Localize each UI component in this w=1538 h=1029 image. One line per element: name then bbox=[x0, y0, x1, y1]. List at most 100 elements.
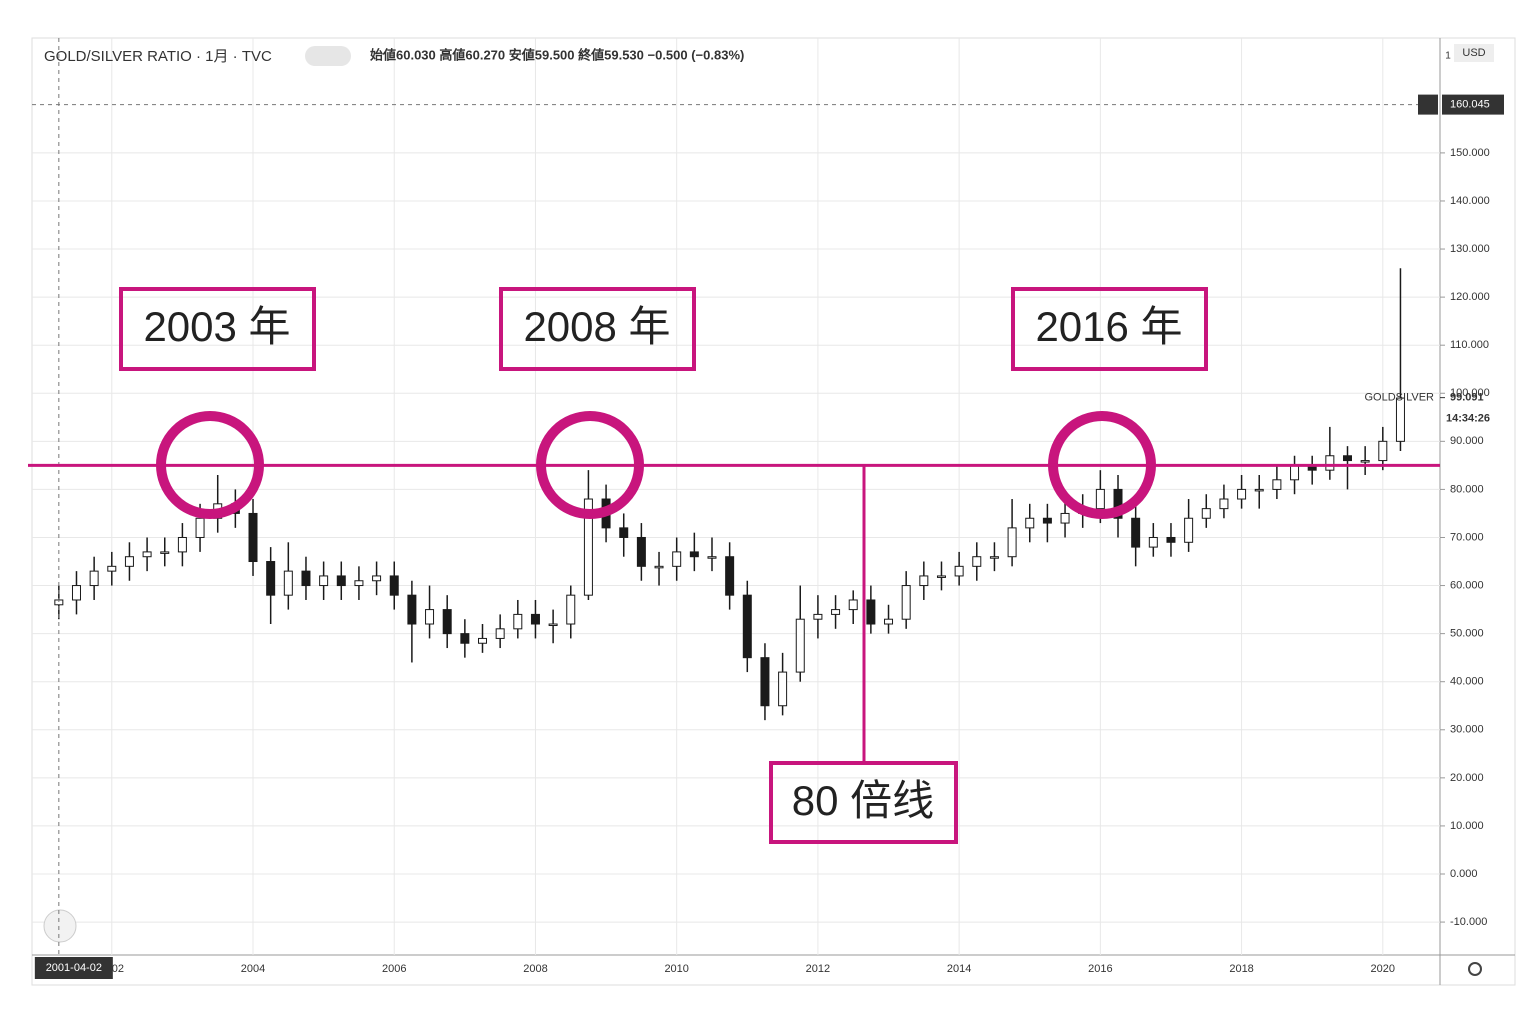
candle-body bbox=[689, 551, 699, 558]
candle-body bbox=[901, 585, 911, 620]
annotation-box bbox=[1011, 287, 1208, 371]
candle-body bbox=[354, 580, 364, 587]
annotation-box bbox=[499, 287, 696, 371]
candle-body bbox=[71, 585, 81, 601]
crosshair-y-label: 160.045 bbox=[1450, 99, 1490, 111]
y-tick-label: 0.000 bbox=[1450, 868, 1478, 880]
candle-body bbox=[195, 517, 205, 538]
y-tick-label: 10.000 bbox=[1450, 820, 1484, 832]
y-tick-label: 110.000 bbox=[1450, 339, 1489, 351]
countdown: 14:34:26 bbox=[1446, 413, 1490, 425]
candle-body bbox=[795, 618, 805, 673]
y-tick-label: 90.000 bbox=[1450, 435, 1484, 447]
x-tick-label: 2014 bbox=[947, 963, 971, 975]
candle-body bbox=[1201, 508, 1211, 519]
candle-body bbox=[1272, 479, 1282, 490]
candle-body bbox=[1219, 498, 1229, 510]
candle-body bbox=[407, 594, 417, 625]
candle-body bbox=[460, 633, 470, 644]
y-tick-label: 150.000 bbox=[1450, 147, 1490, 159]
currency-chip[interactable] bbox=[1454, 44, 1494, 62]
candle-body bbox=[548, 623, 558, 627]
y-tick-label: 140.000 bbox=[1450, 195, 1490, 207]
y-tick-label: 20.000 bbox=[1450, 772, 1484, 784]
candle-body bbox=[742, 594, 752, 659]
candle-body bbox=[1290, 464, 1300, 481]
candle-body bbox=[654, 565, 664, 569]
y-tick-label: 40.000 bbox=[1450, 676, 1484, 688]
candle-body bbox=[248, 512, 258, 563]
candle-body bbox=[778, 671, 788, 707]
candle-body bbox=[566, 594, 576, 625]
candle-body bbox=[160, 551, 170, 554]
candle-body bbox=[848, 599, 858, 611]
candle-body bbox=[919, 575, 929, 587]
candle-body bbox=[1360, 460, 1370, 463]
y-tick-label: 120.000 bbox=[1450, 291, 1490, 303]
candle-body bbox=[583, 498, 593, 596]
candle-body bbox=[707, 556, 717, 559]
candle-body bbox=[636, 536, 646, 567]
candle-body bbox=[1166, 536, 1176, 543]
currency: USD bbox=[1462, 47, 1485, 59]
candle-body bbox=[107, 565, 117, 572]
candle-body bbox=[425, 609, 435, 625]
x-tick-label: 2008 bbox=[523, 963, 547, 975]
candle-body bbox=[283, 570, 293, 596]
candle-body bbox=[760, 657, 770, 707]
y-tick-label: 30.000 bbox=[1450, 724, 1484, 736]
symbol: GOLD/SILVER RATIO · 1月 · TVC bbox=[44, 48, 272, 65]
candle-body bbox=[372, 575, 382, 582]
settings-icon[interactable] bbox=[1468, 962, 1482, 976]
toggle[interactable] bbox=[305, 46, 351, 66]
y-tick-label: 50.000 bbox=[1450, 628, 1484, 640]
crosshair-x-box bbox=[34, 957, 113, 979]
candle-body bbox=[954, 565, 964, 577]
candle-body bbox=[884, 618, 894, 625]
candle-body bbox=[389, 575, 399, 596]
logo[interactable] bbox=[43, 909, 77, 943]
annotation-box bbox=[119, 287, 316, 371]
candle-body bbox=[1007, 527, 1017, 558]
candle-body bbox=[442, 609, 452, 635]
candle-body bbox=[1237, 488, 1247, 500]
candle-body bbox=[1025, 517, 1035, 529]
y-tick-label: 80.000 bbox=[1450, 483, 1484, 495]
candle-body bbox=[1342, 455, 1352, 462]
candle-body bbox=[813, 613, 823, 620]
crosshair-plus bbox=[1418, 94, 1438, 115]
candle-body bbox=[1113, 488, 1123, 519]
candle-body bbox=[266, 561, 276, 596]
candle-body bbox=[936, 575, 946, 578]
x-tick-label: 2020 bbox=[1371, 963, 1395, 975]
x-tick-label: 2018 bbox=[1229, 963, 1253, 975]
candle-body bbox=[1395, 397, 1405, 442]
annotation-label: 2008 年 bbox=[523, 303, 670, 350]
candle-body bbox=[495, 628, 505, 639]
y-tick-label: 70.000 bbox=[1450, 531, 1484, 543]
candle-body bbox=[1378, 440, 1388, 462]
x-tick-label: 2006 bbox=[382, 963, 406, 975]
candle-body bbox=[177, 536, 187, 553]
candle-body bbox=[619, 527, 629, 538]
candle-body bbox=[1060, 512, 1070, 524]
y-tick-label: 100.000 bbox=[1450, 387, 1490, 399]
candle-body bbox=[124, 556, 134, 567]
scale-mark: 1 bbox=[1445, 51, 1451, 62]
candle-body bbox=[1095, 488, 1105, 510]
candle-body bbox=[725, 556, 735, 596]
last-symbol: GOLDSILVER bbox=[1365, 392, 1435, 404]
candle-body bbox=[1325, 455, 1335, 471]
candle-body bbox=[301, 570, 311, 587]
candle-body bbox=[530, 613, 540, 625]
candle-body bbox=[142, 551, 152, 558]
level-label: 80 倍线 bbox=[792, 777, 934, 824]
candle-body bbox=[866, 599, 876, 625]
candle-body bbox=[89, 570, 99, 587]
crosshair-x-label: 2001-04-02 bbox=[46, 962, 102, 974]
y-tick-label: 130.000 bbox=[1450, 243, 1490, 255]
candle-body bbox=[1184, 517, 1194, 543]
candle-body bbox=[1131, 517, 1141, 548]
x-tick-label: 2016 bbox=[1088, 963, 1112, 975]
